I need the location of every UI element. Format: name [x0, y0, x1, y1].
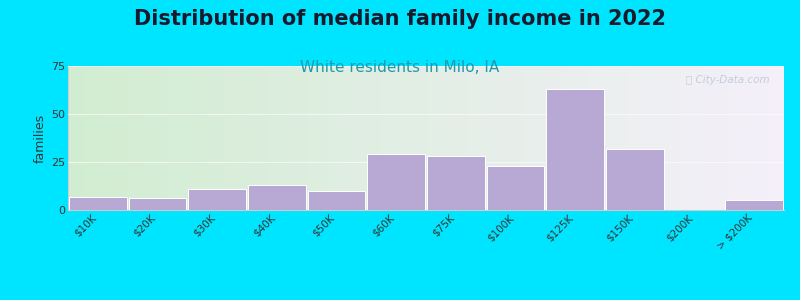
Text: White residents in Milo, IA: White residents in Milo, IA [300, 60, 500, 75]
Bar [606, 148, 664, 210]
Bar [129, 199, 186, 210]
Text: ⓘ City-Data.com: ⓘ City-Data.com [686, 75, 770, 85]
Bar [546, 89, 604, 210]
Bar [427, 156, 485, 210]
Bar [69, 196, 126, 210]
Bar [307, 191, 366, 210]
Y-axis label: families: families [34, 113, 47, 163]
Bar [367, 154, 425, 210]
Text: Distribution of median family income in 2022: Distribution of median family income in … [134, 9, 666, 29]
Bar [486, 166, 545, 210]
Bar [188, 189, 246, 210]
Bar [726, 200, 783, 210]
Bar [248, 185, 306, 210]
